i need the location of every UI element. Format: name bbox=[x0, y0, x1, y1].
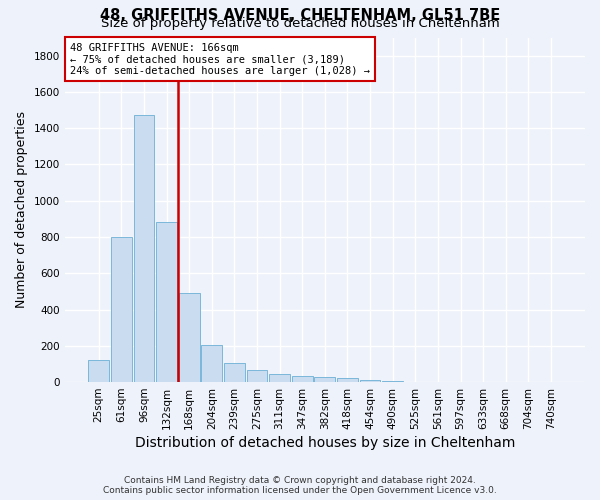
Bar bbox=[247, 370, 268, 382]
Bar bbox=[134, 116, 154, 382]
Text: 48 GRIFFITHS AVENUE: 166sqm
← 75% of detached houses are smaller (3,189)
24% of : 48 GRIFFITHS AVENUE: 166sqm ← 75% of det… bbox=[70, 42, 370, 76]
Bar bbox=[337, 378, 358, 382]
Text: 48, GRIFFITHS AVENUE, CHELTENHAM, GL51 7BE: 48, GRIFFITHS AVENUE, CHELTENHAM, GL51 7… bbox=[100, 8, 500, 22]
Text: Size of property relative to detached houses in Cheltenham: Size of property relative to detached ho… bbox=[101, 18, 499, 30]
Bar bbox=[269, 374, 290, 382]
Bar bbox=[156, 222, 177, 382]
Bar bbox=[88, 360, 109, 382]
Bar bbox=[314, 376, 335, 382]
Text: Contains HM Land Registry data © Crown copyright and database right 2024.
Contai: Contains HM Land Registry data © Crown c… bbox=[103, 476, 497, 495]
Bar bbox=[179, 293, 200, 382]
Bar bbox=[202, 345, 222, 382]
Bar bbox=[359, 380, 380, 382]
Y-axis label: Number of detached properties: Number of detached properties bbox=[15, 112, 28, 308]
X-axis label: Distribution of detached houses by size in Cheltenham: Distribution of detached houses by size … bbox=[134, 436, 515, 450]
Bar bbox=[111, 237, 132, 382]
Bar bbox=[292, 376, 313, 382]
Bar bbox=[382, 381, 403, 382]
Bar bbox=[224, 363, 245, 382]
